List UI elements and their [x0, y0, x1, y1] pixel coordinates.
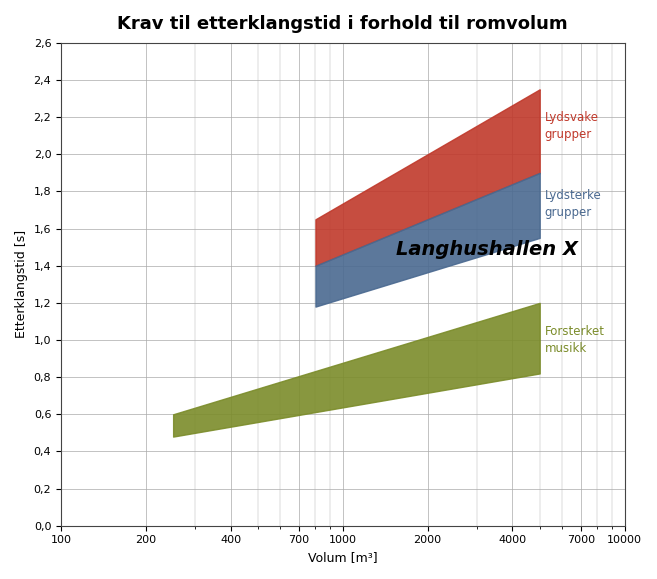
Text: Lydsvake
grupper: Lydsvake grupper	[545, 111, 599, 141]
Title: Krav til etterklangstid i forhold til romvolum: Krav til etterklangstid i forhold til ro…	[118, 15, 568, 33]
Text: Langhushallen X: Langhushallen X	[396, 240, 578, 258]
X-axis label: Volum [m³]: Volum [m³]	[308, 551, 378, 564]
Y-axis label: Etterklangstid [s]: Etterklangstid [s]	[15, 230, 28, 338]
Text: Lydsterke
grupper: Lydsterke grupper	[545, 189, 601, 219]
Text: Forsterket
musikk: Forsterket musikk	[545, 325, 604, 355]
